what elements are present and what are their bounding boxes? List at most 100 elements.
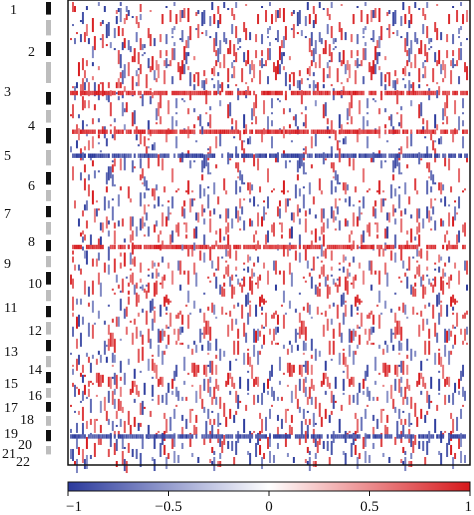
heatmap-band-cell — [298, 153, 301, 158]
heatmap-band-cell — [428, 153, 431, 158]
heatmap-band-cell — [185, 129, 188, 134]
heatmap-cell — [298, 364, 301, 375]
heatmap-cell — [350, 50, 353, 59]
heatmap-cell — [456, 10, 459, 23]
heatmap-cell — [195, 12, 198, 17]
heatmap-cell — [251, 108, 254, 121]
heatmap-cell — [187, 290, 190, 303]
heatmap-cell — [189, 408, 192, 423]
heatmap-cell — [306, 260, 309, 269]
heatmap-cell — [265, 300, 268, 303]
heatmap-cell — [344, 218, 347, 227]
heatmap-cell — [217, 256, 220, 271]
heatmap-cell — [83, 32, 86, 43]
heatmap-cell — [446, 442, 449, 457]
heatmap-cell — [155, 268, 158, 279]
heatmap-cell — [400, 36, 403, 39]
heatmap-cell — [185, 418, 188, 429]
heatmap-cell — [418, 324, 421, 337]
heatmap-band-cell — [292, 90, 295, 96]
heatmap-cell — [410, 452, 413, 459]
heatmap-band-cell — [278, 244, 281, 250]
heatmap-cell — [310, 164, 313, 169]
heatmap-cell — [330, 2, 333, 9]
heatmap-cell — [87, 302, 90, 307]
heatmap-cell — [85, 420, 88, 429]
heatmap-cell — [352, 212, 355, 227]
heatmap-cell — [322, 250, 325, 257]
heatmap-cell — [424, 456, 427, 466]
heatmap-cell — [77, 264, 80, 271]
heatmap-cell — [101, 126, 104, 131]
heatmap-cell — [145, 284, 148, 287]
heatmap-cell — [340, 124, 343, 131]
heatmap-cell — [302, 320, 305, 335]
heatmap-cell — [139, 422, 142, 427]
heatmap-cell — [209, 280, 212, 283]
heatmap-cell — [390, 384, 393, 399]
heatmap-band-cell — [438, 434, 441, 439]
heatmap-cell — [402, 2, 405, 11]
ideogram-band — [46, 322, 51, 335]
heatmap-cell — [362, 270, 365, 285]
heatmap-band-cell — [79, 129, 82, 134]
heatmap-cell — [374, 200, 377, 207]
heatmap-cell — [73, 461, 76, 466]
heatmap-cell — [350, 34, 353, 43]
heatmap-cell — [454, 452, 457, 459]
heatmap-cell — [107, 390, 110, 403]
heatmap-band-cell — [270, 90, 273, 96]
heatmap-cell — [386, 12, 389, 17]
heatmap-cell — [430, 130, 433, 141]
heatmap-band-cell — [115, 153, 118, 158]
heatmap-band-cell — [189, 153, 192, 158]
heatmap-band-cell — [259, 244, 262, 250]
heatmap-band-cell — [125, 153, 128, 158]
heatmap-band-cell — [344, 153, 347, 158]
heatmap-cell — [286, 190, 289, 193]
heatmap-band-cell — [77, 153, 80, 158]
heatmap-cell — [139, 452, 142, 468]
heatmap-band-cell — [394, 129, 397, 134]
heatmap-band-cell — [316, 129, 319, 134]
heatmap-cell — [253, 64, 256, 79]
heatmap-band-cell — [237, 153, 240, 158]
heatmap-cell — [83, 234, 86, 241]
heatmap-cell — [227, 8, 230, 11]
heatmap-cell — [410, 284, 413, 295]
heatmap-cell — [235, 250, 238, 261]
ideogram-band — [46, 446, 51, 455]
heatmap-cell — [288, 300, 291, 309]
heatmap-band-cell — [97, 90, 100, 96]
heatmap-cell — [103, 6, 106, 13]
heatmap-cell — [398, 276, 401, 279]
heatmap-band-cell — [143, 129, 146, 134]
heatmap-cell — [225, 190, 228, 195]
heatmap-cell — [217, 20, 220, 29]
heatmap-cell — [183, 100, 186, 103]
heatmap-cell — [426, 26, 429, 39]
heatmap-cell — [95, 258, 98, 267]
heatmap-cell — [153, 70, 156, 81]
heatmap-cell — [113, 372, 116, 385]
heatmap-cell — [153, 224, 156, 233]
heatmap-cell — [352, 328, 355, 341]
heatmap-cell — [75, 386, 78, 389]
heatmap-cell — [346, 268, 349, 279]
heatmap-cell — [181, 414, 184, 421]
heatmap-cell — [203, 70, 206, 77]
heatmap-cell — [314, 396, 317, 409]
heatmap-cell — [464, 62, 467, 73]
heatmap-band-cell — [137, 90, 140, 96]
heatmap-cell — [91, 160, 94, 167]
heatmap-cell — [324, 40, 327, 55]
heatmap-cell — [267, 230, 269, 243]
heatmap-cell — [356, 312, 359, 315]
heatmap-band-cell — [163, 434, 166, 439]
heatmap-band-cell — [141, 434, 144, 439]
heatmap-cell — [358, 326, 361, 329]
heatmap-band-cell — [265, 153, 268, 158]
heatmap-band-cell — [368, 129, 371, 134]
heatmap-band-cell — [456, 434, 459, 439]
heatmap-cell — [227, 372, 230, 385]
